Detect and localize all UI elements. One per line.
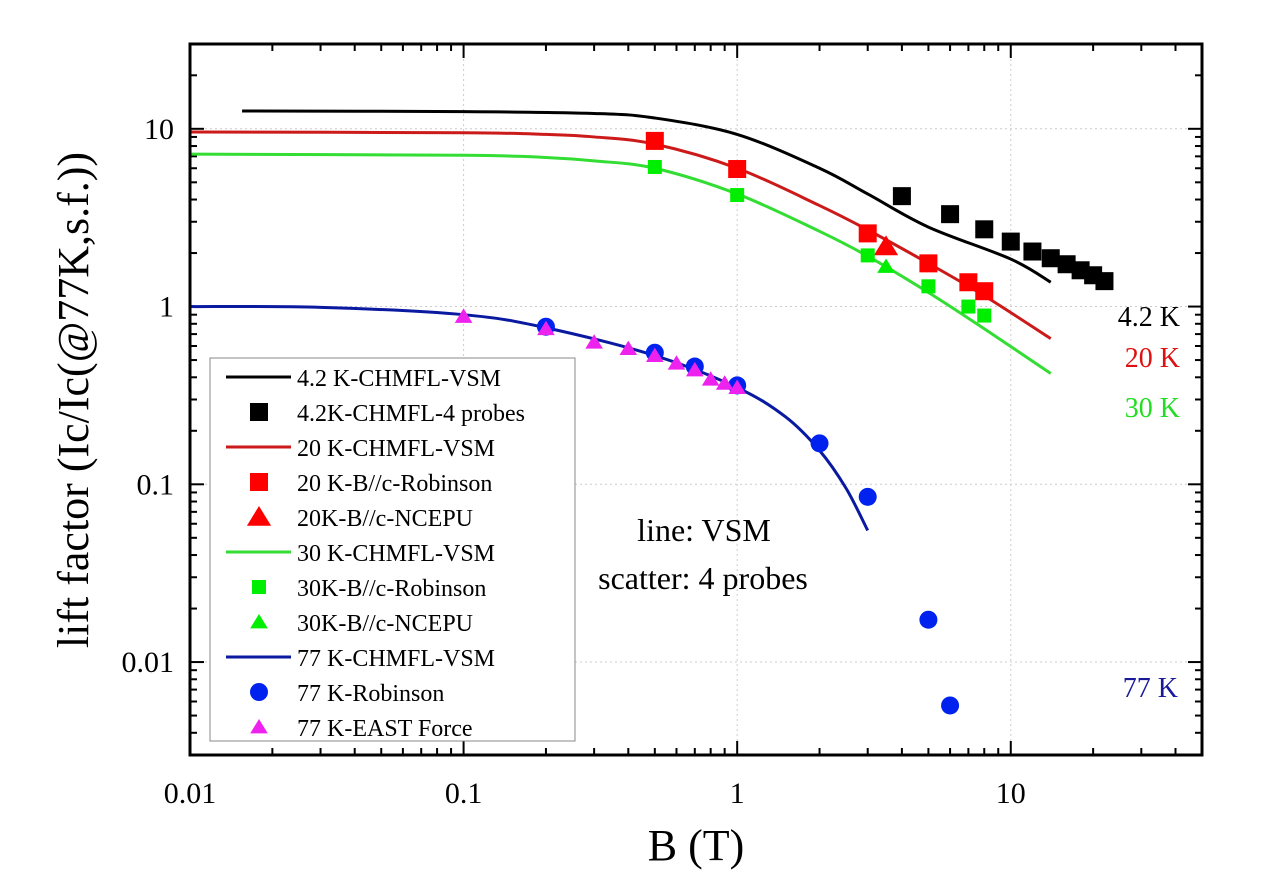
series-30-k-chmfl-vsm	[189, 152, 1052, 375]
data-point	[921, 279, 936, 294]
y-axis-label: lift factor (Ic/Ic(@77K,s.f.))	[49, 152, 98, 648]
x-tick-label: 1	[730, 777, 745, 810]
legend-item-30k-b-c-ncepu: 30K-B//c-NCEPU	[250, 611, 473, 637]
data-point	[975, 220, 994, 239]
data-point	[1023, 242, 1042, 261]
legend-label: 4.2 K-CHMFL-VSM	[297, 366, 501, 392]
data-point	[645, 131, 664, 150]
legend-label: 20 K-B//c-Robinson	[297, 471, 492, 497]
data-point	[919, 610, 938, 629]
data-point	[730, 188, 745, 203]
legend-box	[209, 357, 576, 742]
y-tick-label: 0.01	[122, 646, 175, 679]
data-point	[667, 355, 686, 370]
data-point	[959, 273, 978, 292]
data-point	[977, 308, 992, 323]
data-point	[454, 308, 473, 323]
legend-item-4-2k-chmfl-4-probes: 4.2K-CHMFL-4 probes	[250, 401, 525, 427]
legend-item-30-k-chmfl-vsm: 30 K-CHMFL-VSM	[226, 541, 495, 567]
series-line	[189, 152, 1052, 375]
series-20-k-b-c-robinson	[645, 131, 994, 301]
data-point	[619, 340, 638, 356]
data-point	[728, 160, 747, 179]
legend-item-4-2-k-chmfl-vsm: 4.2 K-CHMFL-VSM	[226, 366, 501, 392]
data-point	[701, 371, 720, 386]
data-point	[537, 320, 555, 336]
data-point	[941, 696, 960, 715]
legend-swatch-marker	[250, 403, 268, 421]
series-30k-b-c-robinson	[647, 159, 992, 323]
legend-item-20k-b-c-ncepu: 20K-B//c-NCEPU	[246, 506, 473, 532]
data-point	[1041, 249, 1060, 268]
data-point	[919, 254, 938, 273]
legend-swatch-marker	[250, 473, 268, 491]
label-30-k: 30 K	[1125, 393, 1180, 424]
legend: 4.2 K-CHMFL-VSM 4.2K-CHMFL-4 probes 20 K-C…	[209, 357, 576, 742]
data-point	[873, 235, 899, 256]
legend-swatch-marker	[252, 580, 266, 594]
legend-label: 30K-B//c-Robinson	[297, 576, 486, 602]
series-layer	[189, 109, 1114, 715]
legend-item-30k-b-c-robinson: 30K-B//c-Robinson	[252, 576, 486, 602]
data-point	[585, 334, 603, 349]
annotation-scatter-4-probes: scatter: 4 probes	[598, 560, 808, 596]
legend-swatch-marker	[250, 614, 268, 629]
legend-label: 77 K-EAST Force	[297, 716, 473, 742]
data-point	[975, 282, 994, 301]
plot-frame	[188, 42, 1204, 757]
legend-swatch-marker	[250, 719, 268, 734]
legend-label: 4.2K-CHMFL-4 probes	[297, 401, 525, 427]
data-point	[961, 299, 976, 314]
data-point	[941, 205, 960, 224]
legend-swatch-marker	[246, 506, 272, 526]
data-point	[1095, 272, 1114, 291]
series-line	[242, 109, 1052, 284]
data-point	[647, 159, 662, 174]
annotation-line-vsm: line: VSM	[637, 512, 771, 548]
label-4-2-k: 4.2 K	[1118, 302, 1180, 333]
x-tick-label: 10	[996, 777, 1026, 810]
x-tick-label: 0.1	[445, 777, 483, 810]
legend-label: 30K-B//c-NCEPU	[297, 611, 473, 637]
data-point	[858, 224, 877, 243]
data-point	[685, 361, 704, 377]
legend-label: 20K-B//c-NCEPU	[297, 506, 473, 532]
series-4-2-k-chmfl-vsm	[242, 109, 1052, 284]
series-77-k-east-force	[454, 308, 746, 395]
series-20k-b-c-ncepu	[873, 235, 899, 256]
label-77-k: 77 K	[1123, 673, 1178, 704]
data-point	[1001, 232, 1020, 251]
y-tick-label: 10	[144, 113, 174, 146]
legend-item-20-k-b-c-robinson: 20 K-B//c-Robinson	[250, 471, 492, 497]
data-point	[858, 487, 877, 506]
legend-label: 20 K-CHMFL-VSM	[297, 436, 495, 462]
label-20-k: 20 K	[1125, 343, 1180, 374]
x-axis-label: B (T)	[648, 821, 745, 870]
data-point	[646, 347, 664, 362]
data-point	[1057, 255, 1076, 274]
data-point	[728, 379, 746, 395]
series-30k-b-c-ncepu	[877, 258, 895, 273]
legend-label: 77 K-CHMFL-VSM	[297, 646, 495, 672]
legend-item-77-k-east-force: 77 K-EAST Force	[250, 716, 473, 742]
legend-label: 77 K-Robinson	[297, 681, 444, 707]
y-tick-label: 1	[159, 291, 174, 324]
legend-swatch-marker	[250, 683, 268, 701]
series-4-2k-chmfl-4-probes	[892, 187, 1114, 291]
y-tick-label: 0.1	[137, 468, 175, 501]
data-point	[892, 187, 911, 206]
data-point	[715, 375, 734, 390]
x-tick-label: 0.01	[164, 777, 217, 810]
data-point	[810, 434, 829, 453]
legend-item-77-k-robinson: 77 K-Robinson	[250, 681, 444, 707]
data-point	[877, 258, 895, 273]
legend-item-20-k-chmfl-vsm: 20 K-CHMFL-VSM	[226, 436, 495, 462]
tick-labels: 0.01 0.1 1 10 0.01 0.1 1 10	[122, 113, 1026, 810]
data-point	[860, 248, 875, 263]
legend-label: 30 K-CHMFL-VSM	[297, 541, 495, 567]
legend-item-77-k-chmfl-vsm: 77 K-CHMFL-VSM	[226, 646, 495, 672]
